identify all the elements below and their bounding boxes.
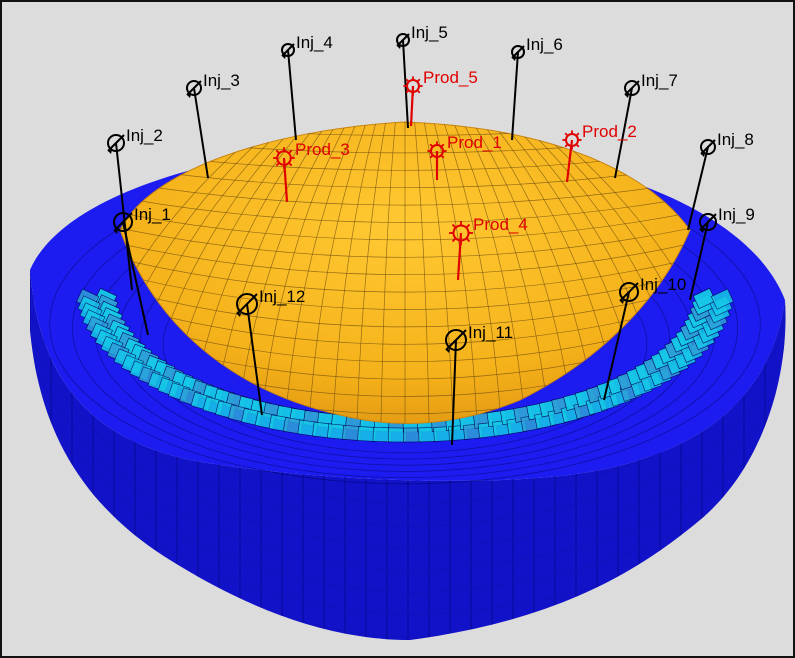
injector-well-icon[interactable]: [511, 45, 525, 61]
cap-grid-line: [120, 122, 294, 424]
cap-grid-line: [380, 122, 397, 424]
well-trajectory: [511, 51, 519, 141]
injector-well-icon[interactable]: [700, 139, 716, 157]
cap-grid-line: [413, 122, 430, 424]
well-trajectory: [287, 49, 297, 141]
side-layer-line: [30, 355, 786, 572]
cap-grid-line: [120, 219, 690, 258]
cap-grid-line: [120, 204, 690, 241]
well-trajectory: [687, 146, 709, 231]
cap-grid-line: [438, 122, 503, 424]
well-label: Inj_3: [203, 71, 240, 90]
well-prod-1[interactable]: Prod_1: [427, 133, 502, 180]
well-inj-5[interactable]: Inj_5: [396, 23, 448, 129]
well-inj-6[interactable]: Inj_6: [511, 35, 563, 141]
injector-well-icon[interactable]: [699, 213, 717, 233]
producer-well-icon[interactable]: [449, 221, 473, 245]
injector-well-icon[interactable]: [186, 80, 202, 98]
well-prod-2[interactable]: Prod_2: [562, 122, 637, 183]
well-label: Inj_12: [259, 287, 305, 306]
cap-grid-line: [283, 122, 363, 424]
well-trajectory: [402, 39, 409, 129]
well-label: Inj_8: [717, 130, 754, 149]
cap-grid-line: [120, 248, 690, 293]
well-inj-8[interactable]: Inj_8: [687, 130, 754, 231]
well-prod-3[interactable]: Prod_3: [273, 140, 350, 203]
well-inj-7[interactable]: Inj_7: [614, 71, 678, 179]
cap-grid-line: [421, 122, 454, 424]
well-prod-4[interactable]: Prod_4: [449, 215, 528, 281]
well-prod-5[interactable]: Prod_5: [403, 68, 478, 127]
injector-well-icon[interactable]: [624, 80, 640, 98]
cap-grid-line: [331, 122, 380, 424]
cap-grid-line: [120, 263, 690, 310]
well-label: Prod_2: [582, 122, 637, 141]
well-trajectory: [193, 87, 209, 179]
injector-well-icon[interactable]: [281, 43, 295, 59]
cap-grid-line: [120, 234, 690, 276]
well-label: Prod_1: [447, 133, 502, 152]
injector-well-icon[interactable]: [445, 329, 467, 353]
cap-grid-line: [120, 189, 690, 223]
well-label: Inj_4: [296, 33, 333, 52]
saturation-front-cells: [76, 287, 734, 443]
well-trajectory: [246, 303, 263, 416]
producer-well-icon[interactable]: [562, 130, 582, 150]
well-inj-3[interactable]: Inj_3: [186, 71, 240, 179]
cap-grid-line: [120, 174, 690, 206]
side-layer-line: [30, 333, 786, 550]
well-label: Inj_10: [640, 275, 686, 294]
well-inj-10[interactable]: Inj_10: [603, 275, 686, 401]
well-label: Inj_6: [526, 35, 563, 54]
injector-well-icon[interactable]: [396, 33, 410, 49]
well-label: Inj_1: [134, 205, 171, 224]
well-inj-9[interactable]: Inj_9: [689, 205, 755, 301]
well-label: Inj_7: [641, 71, 678, 90]
well-label: Prod_5: [423, 68, 478, 87]
producer-well-icon[interactable]: [403, 76, 423, 96]
well-inj-2[interactable]: Inj_2: [107, 126, 163, 291]
well-label: Inj_2: [126, 126, 163, 145]
well-trajectory: [614, 87, 633, 179]
cap-grid-line: [120, 278, 690, 328]
injector-well-icon[interactable]: [107, 134, 125, 154]
well-trajectory: [689, 221, 709, 301]
well-inj-4[interactable]: Inj_4: [281, 33, 333, 141]
well-label: Inj_9: [718, 205, 755, 224]
well-label: Prod_3: [295, 140, 350, 159]
cap-grid-line: [430, 122, 479, 424]
injector-well-icon[interactable]: [619, 282, 639, 304]
well-trajectory: [451, 339, 457, 446]
producer-well-icon[interactable]: [427, 141, 447, 161]
well-layer: Inj_1 Inj_2 Inj_3 Inj_4 Inj_5 Inj_6 Inj_7 Inj_8…: [107, 23, 755, 446]
well-trajectory: [603, 291, 630, 401]
cap-grid-line: [516, 122, 690, 424]
well-inj-12[interactable]: Inj_12: [236, 287, 305, 416]
front-cell: [692, 287, 716, 310]
well-label: Prod_4: [473, 215, 528, 234]
front-cell: [710, 288, 734, 310]
well-trajectory: [115, 142, 133, 291]
cap-grid-line: [356, 122, 389, 424]
cap-grid-line: [447, 122, 527, 424]
well-inj-11[interactable]: Inj_11: [445, 323, 513, 446]
producer-well-icon[interactable]: [273, 147, 295, 169]
well-label: Inj_5: [411, 23, 448, 42]
cap-grid-line: [307, 122, 372, 424]
injector-well-icon[interactable]: [236, 293, 258, 317]
well-label: Inj_11: [468, 323, 513, 342]
